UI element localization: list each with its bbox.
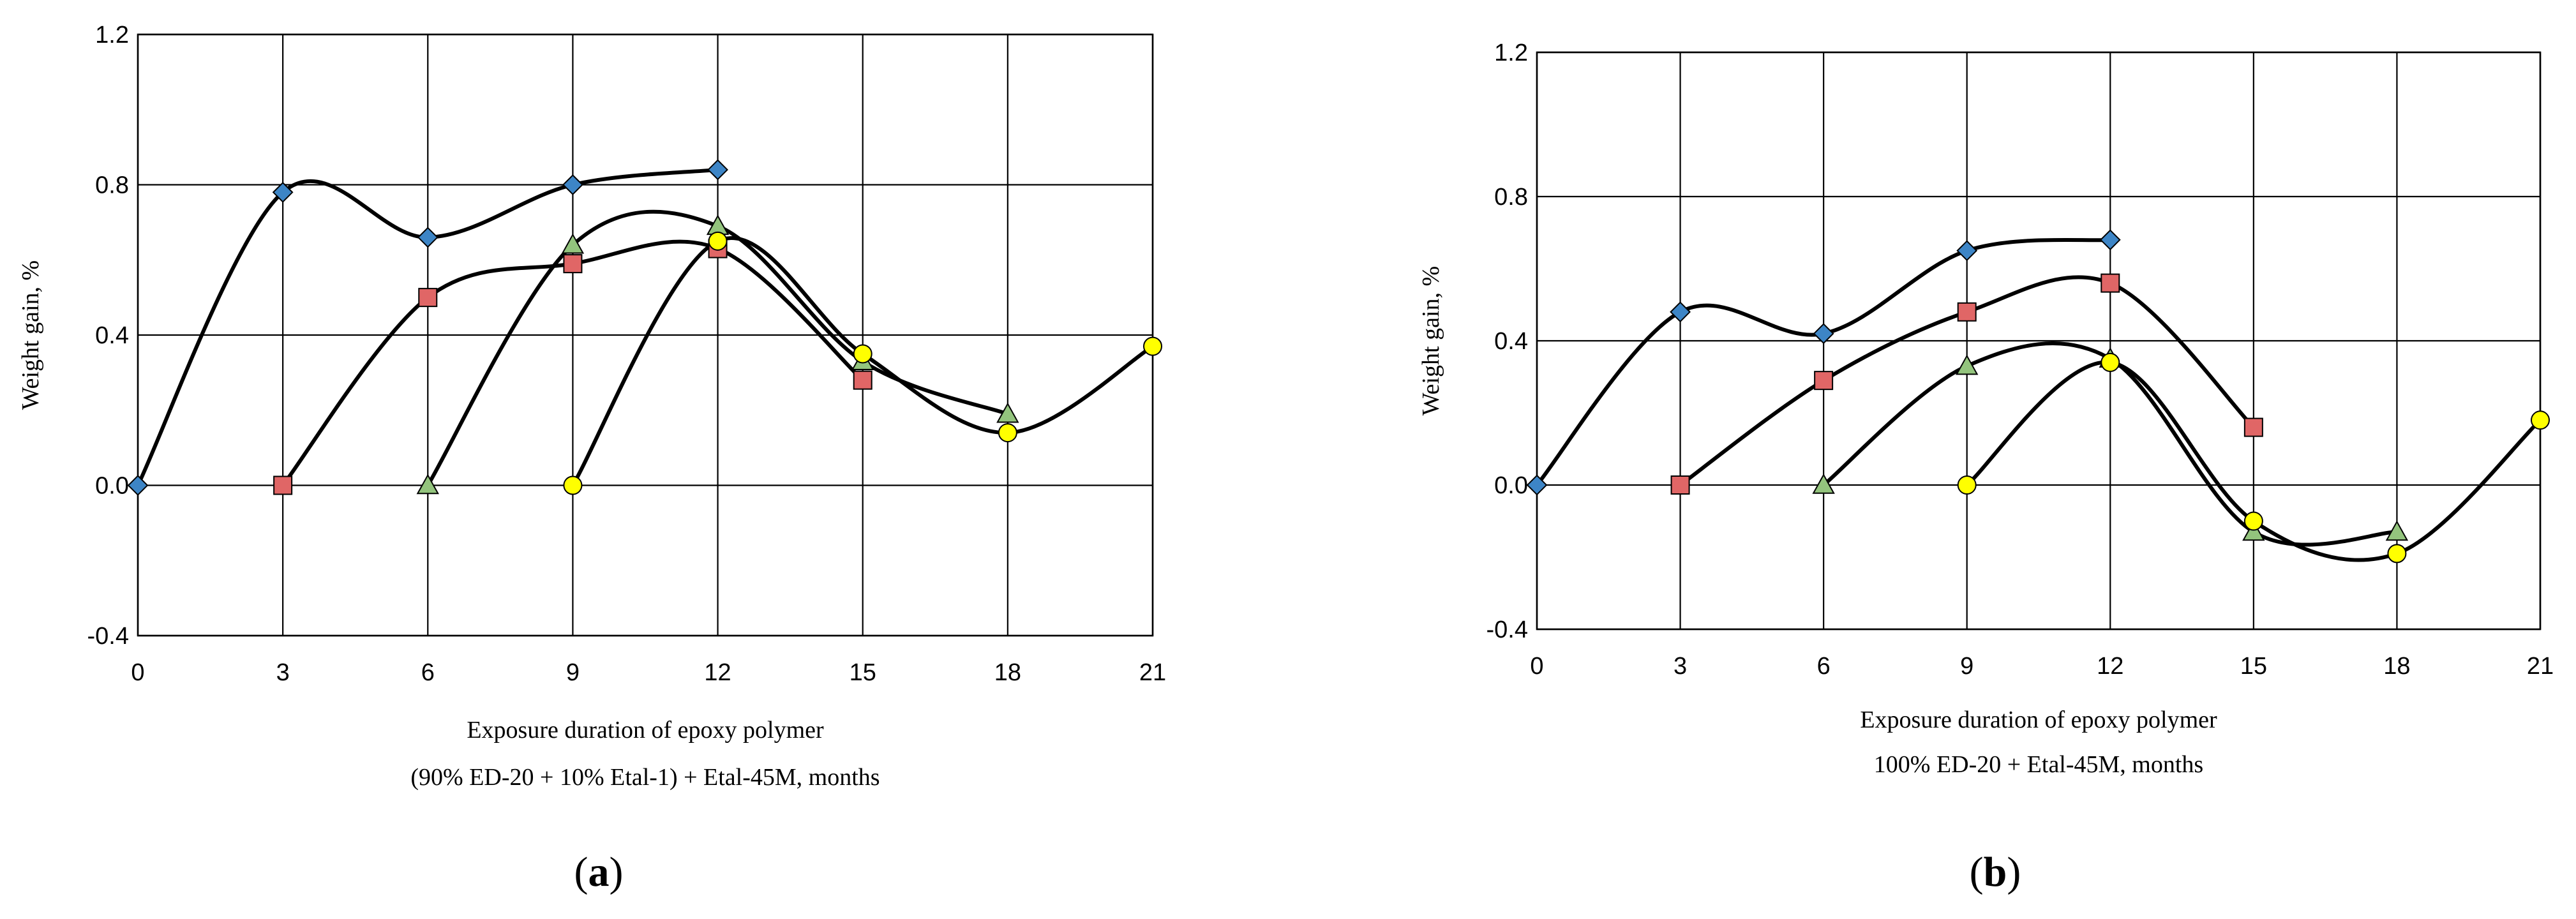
panel-label: (a) (574, 849, 624, 895)
panel-label-letter: a (588, 849, 610, 895)
y-tick-label: 1.2 (1494, 40, 1528, 66)
x-tick-label: 9 (566, 659, 580, 686)
chart-panel-a: -0.4 0.0 0.4 0.8 1.2 0 3 6 9 12 15 18 21 Weight gain,… (17, 22, 1166, 895)
data-point-triangle (996, 402, 1019, 423)
data-point-diamond (1526, 474, 1548, 496)
x-axis-title-line-2: 100% ED-20 + Etal-45M, months (1874, 751, 2203, 778)
x-tick-label: 15 (2240, 653, 2267, 680)
y-axis-title: Weight gain, % (1418, 266, 1444, 415)
panel-label-open-paren: ( (574, 849, 588, 895)
x-tick-label: 0 (131, 659, 144, 686)
data-point-triangle (2242, 520, 2265, 541)
y-tick-label: -0.4 (1486, 616, 1528, 643)
series-line-circle (571, 236, 1155, 488)
data-point-diamond (1670, 301, 1691, 323)
y-tick-label: 0.8 (1494, 184, 1528, 211)
x-tick-label: 21 (2527, 653, 2554, 680)
data-point-diamond (1956, 240, 1978, 262)
x-tick-label: 12 (2097, 653, 2123, 680)
panel-label-letter: b (1984, 849, 2007, 895)
data-point-diamond (1813, 323, 1834, 345)
data-point-diamond (562, 174, 583, 195)
data-point-square (2100, 273, 2120, 293)
data-point-square (853, 370, 872, 390)
data-point-circle (708, 231, 728, 251)
x-axis-title-line-1: Exposure duration of epoxy polymer (1860, 706, 2217, 733)
data-point-diamond (272, 181, 294, 203)
chart-panel-b: -0.4 0.0 0.4 0.8 1.2 0 3 6 9 12 15 18 21 Weight gain,… (1418, 40, 2554, 895)
y-tick-label: 0.0 (95, 473, 129, 500)
data-point-triangle (416, 474, 439, 495)
data-point-square (1670, 475, 1690, 495)
data-point-circle (2387, 544, 2407, 564)
y-tick-label: 1.2 (95, 22, 129, 49)
x-tick-label: 6 (421, 659, 435, 686)
x-tick-label: 15 (850, 659, 876, 686)
x-tick-label: 12 (704, 659, 731, 686)
data-point-triangle (1956, 354, 1979, 375)
y-tick-label: -0.4 (87, 623, 129, 650)
x-axis-title-line-2: (90% ED-20 + 10% Etal-1) + Etal-45M, mon… (410, 764, 880, 791)
series-line-circle (1965, 360, 2542, 562)
data-point-circle (1957, 475, 1977, 495)
x-tick-label: 3 (1674, 653, 1687, 680)
data-point-square (418, 288, 438, 308)
data-point-diamond (417, 227, 438, 248)
data-point-circle (853, 344, 872, 364)
y-tick-label: 0.4 (95, 322, 129, 349)
data-point-square (273, 475, 293, 495)
plot-frame (1536, 51, 2542, 631)
panel-label: (b) (1970, 849, 2021, 895)
x-tick-label: 6 (1817, 653, 1831, 680)
data-point-circle (2531, 410, 2550, 430)
x-tick-label: 21 (1139, 659, 1166, 686)
data-point-circle (998, 423, 1017, 443)
y-tick-label: 0.4 (1494, 328, 1528, 355)
panel-label-close-paren: ) (610, 849, 624, 895)
y-tick-label: 0.8 (95, 172, 129, 199)
x-tick-label: 9 (1960, 653, 1973, 680)
data-point-triangle (2385, 520, 2409, 541)
x-tick-label: 18 (2383, 653, 2410, 680)
y-axis-title: Weight gain, % (17, 260, 44, 410)
data-point-square (1957, 302, 1977, 322)
data-point-triangle (561, 233, 585, 254)
data-point-circle (2243, 511, 2263, 531)
panel-label-close-paren: ) (2007, 849, 2021, 895)
data-point-square (1814, 371, 1834, 391)
data-point-diamond (127, 475, 149, 496)
data-point-circle (1143, 336, 1162, 356)
data-point-diamond (707, 159, 728, 181)
data-point-circle (2100, 352, 2120, 372)
panel-label-open-paren: ( (1970, 849, 1984, 895)
data-point-square (2243, 417, 2263, 437)
data-point-square (563, 254, 583, 274)
x-tick-label: 0 (1530, 653, 1543, 680)
series-line-diamond (136, 167, 720, 488)
data-point-diamond (2099, 229, 2121, 251)
plot-frame (137, 33, 1154, 637)
data-point-circle (563, 475, 583, 495)
data-point-triangle (1812, 473, 1835, 494)
y-tick-label: 0.0 (1494, 472, 1528, 499)
x-tick-label: 3 (276, 659, 290, 686)
x-tick-label: 18 (994, 659, 1021, 686)
x-axis-title-line-1: Exposure duration of epoxy polymer (467, 717, 824, 743)
